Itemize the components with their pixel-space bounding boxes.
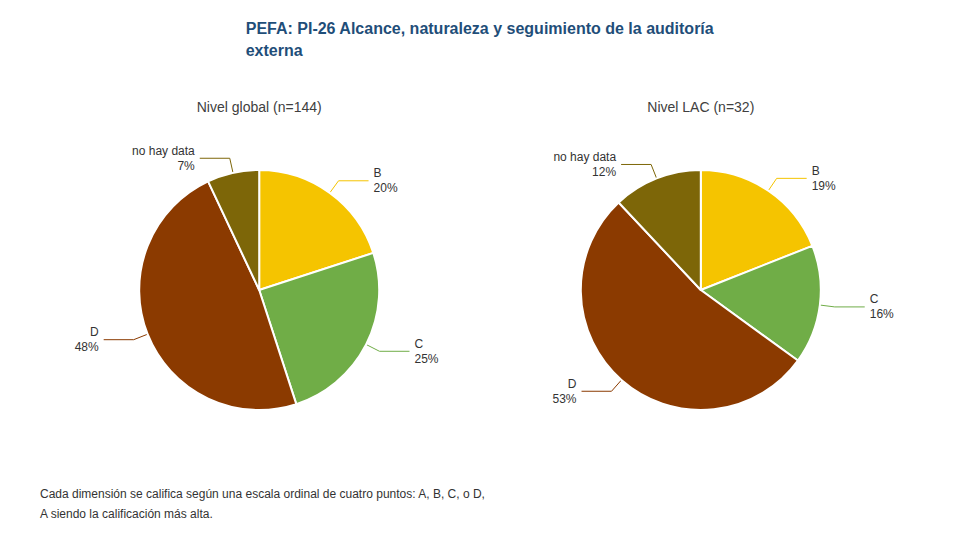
svg-text:PEFA: PI-26 Alcance, naturalez: PEFA: PI-26 Alcance, naturaleza y seguim… [246,20,714,37]
svg-text:53%: 53% [552,392,576,406]
svg-text:no hay data: no hay data [132,144,195,158]
svg-text:C: C [870,292,879,306]
svg-text:Nivel LAC (n=32): Nivel LAC (n=32) [647,99,754,115]
svg-text:B: B [374,166,382,180]
svg-text:B: B [812,164,820,178]
svg-text:Cada dimensión se califica seg: Cada dimensión se califica según una esc… [40,487,485,501]
svg-text:48%: 48% [75,340,99,354]
svg-text:25%: 25% [414,352,438,366]
svg-text:externa: externa [246,42,303,59]
svg-text:C: C [414,337,423,351]
svg-text:7%: 7% [177,159,195,173]
svg-text:19%: 19% [812,179,836,193]
svg-text:Nivel global (n=144): Nivel global (n=144) [197,99,322,115]
svg-text:16%: 16% [870,307,894,321]
svg-text:no hay data: no hay data [553,150,616,164]
svg-text:A siendo la calificación más a: A siendo la calificación más alta. [40,507,213,521]
svg-text:20%: 20% [374,181,398,195]
svg-text:12%: 12% [592,165,616,179]
svg-text:D: D [90,325,99,339]
svg-text:D: D [568,377,577,391]
